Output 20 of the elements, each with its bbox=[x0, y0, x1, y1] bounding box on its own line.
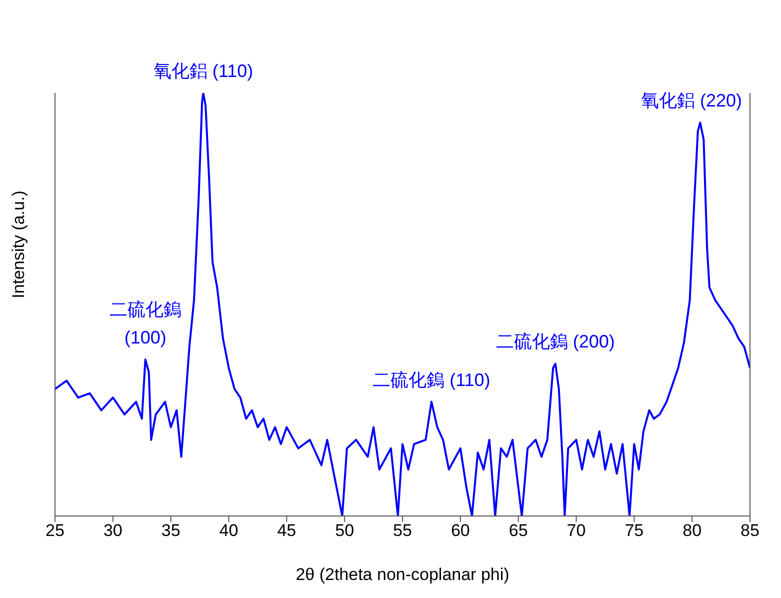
x-tick-label: 25 bbox=[46, 521, 64, 540]
annotation: 二硫化鎢 (110) bbox=[372, 370, 490, 390]
x-tick-label: 65 bbox=[508, 521, 528, 540]
annotation: 二硫化鎢 (200) bbox=[496, 332, 615, 352]
annotation: 二硫化鎢 (100) bbox=[109, 299, 182, 348]
x-tick-label: 60 bbox=[450, 521, 470, 540]
x-tick-label: 45 bbox=[277, 521, 296, 540]
x-tick-label: 50 bbox=[335, 521, 354, 540]
y-axis-title: Intensity (a.u.) bbox=[9, 190, 28, 298]
annotation: 氧化鋁 (220) bbox=[640, 90, 742, 111]
x-tick-label: 80 bbox=[682, 521, 702, 540]
x-axis-title: 2θ (2theta non-coplanar phi) bbox=[296, 565, 510, 584]
x-tick-label: 40 bbox=[219, 521, 238, 540]
x-tick-label: 30 bbox=[103, 521, 122, 540]
x-tick-label: 70 bbox=[566, 521, 586, 540]
annotation: 氧化鋁 (110) bbox=[153, 61, 254, 81]
x-tick-label: 85 bbox=[740, 521, 760, 540]
x-tick-label: 35 bbox=[161, 521, 180, 540]
x-tick-label: 55 bbox=[393, 521, 412, 540]
x-tick-label: 75 bbox=[624, 521, 644, 540]
